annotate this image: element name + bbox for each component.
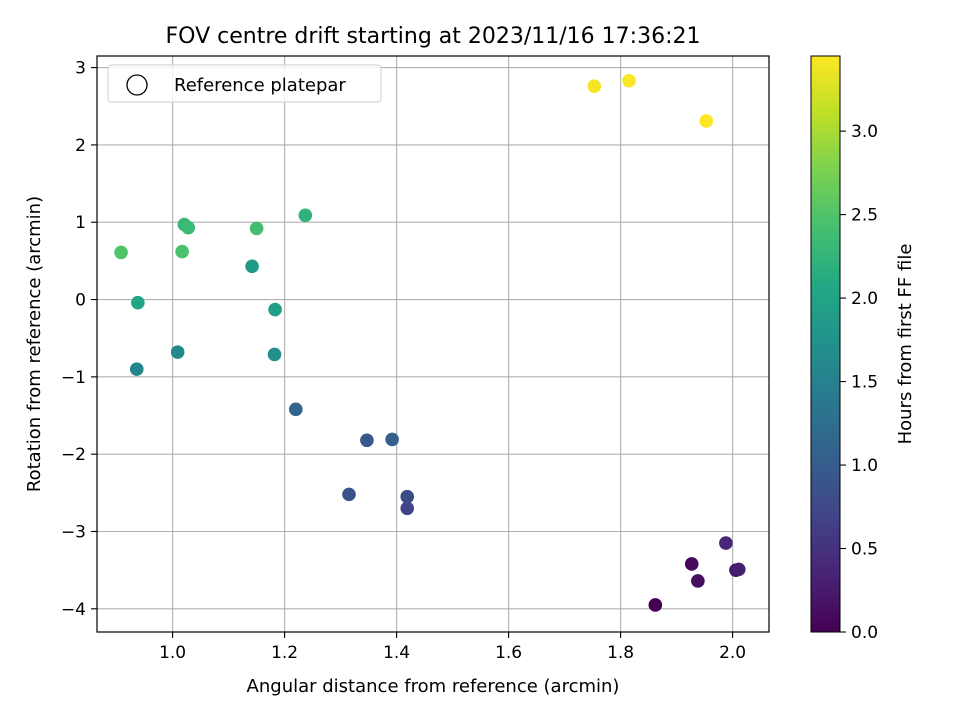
- colorbar-tick-label: 1.0: [851, 456, 878, 476]
- data-point: [249, 221, 264, 236]
- colorbar-ticks: 0.0 0.5 1.0 1.5 2.0 2.5 3.0: [840, 122, 878, 643]
- x-tick-label: 1.0: [159, 643, 186, 663]
- legend-box: [107, 64, 382, 103]
- data-point: [684, 557, 699, 571]
- data-point: [298, 208, 313, 223]
- data-point: [129, 362, 144, 376]
- data-point: [175, 244, 189, 259]
- data-point: [268, 302, 282, 317]
- colorbar-label: Hours from first FF file: [895, 244, 916, 445]
- chart-title: FOV centre drift starting at 2023/11/16 …: [166, 24, 701, 49]
- legend-marker-circle-icon: [126, 74, 148, 96]
- colorbar: 0.0 0.5 1.0 1.5 2.0 2.5 3.0 Hours from first F…: [810, 55, 916, 643]
- x-axis-ticks: 1.0 1.2 1.4 1.6 1.8 2.0: [159, 632, 746, 663]
- y-axis-ticks: 3 2 1 0 −1 −2 −3 −4: [61, 59, 97, 620]
- grid: [97, 56, 769, 632]
- y-tick-label: −1: [61, 368, 86, 388]
- data-point: [731, 562, 746, 577]
- data-point: [622, 73, 636, 88]
- colorbar-tick-label: 0.0: [851, 623, 878, 643]
- y-tick-label: 0: [75, 291, 86, 311]
- colorbar-tick-label: 1.5: [851, 373, 878, 393]
- legend-entry-label: Reference platepar: [174, 75, 346, 96]
- data-point: [289, 402, 303, 417]
- data-point: [385, 432, 399, 447]
- legend: Reference platepar: [107, 64, 382, 103]
- colorbar-tick-label: 3.0: [851, 122, 878, 142]
- colorbar-gradient: [810, 55, 841, 633]
- data-point: [648, 598, 663, 612]
- colorbar-tick-label: 2.0: [851, 289, 878, 309]
- x-tick-label: 1.2: [271, 643, 298, 663]
- x-tick-label: 1.6: [495, 643, 522, 663]
- data-point: [170, 345, 185, 359]
- data-point: [181, 220, 196, 235]
- data-point: [114, 245, 128, 260]
- data-point: [360, 433, 374, 448]
- x-tick-label: 1.4: [383, 643, 410, 663]
- data-point: [400, 501, 415, 516]
- colorbar-tick-label: 0.5: [851, 540, 878, 560]
- data-point: [342, 487, 356, 502]
- y-tick-label: 1: [75, 213, 86, 233]
- data-point: [400, 489, 415, 504]
- data-point: [719, 536, 733, 550]
- y-tick-label: −3: [61, 522, 86, 542]
- x-tick-label: 2.0: [719, 643, 746, 663]
- y-tick-label: −4: [61, 600, 86, 620]
- colorbar-tick-label: 2.5: [851, 206, 878, 226]
- plot-area-frame: [96, 55, 770, 633]
- data-points: [114, 73, 746, 612]
- data-point: [131, 295, 145, 310]
- data-point: [691, 574, 705, 588]
- data-point: [245, 259, 259, 274]
- y-tick-label: 2: [75, 136, 86, 156]
- data-point: [699, 114, 714, 128]
- y-axis-label: Rotation from reference (arcmin): [24, 196, 45, 492]
- data-point: [587, 79, 602, 93]
- x-axis-label: Angular distance from reference (arcmin): [247, 676, 620, 697]
- x-tick-label: 1.8: [607, 643, 634, 663]
- y-tick-label: 3: [75, 59, 86, 79]
- y-tick-label: −2: [61, 445, 86, 465]
- data-point: [267, 347, 282, 362]
